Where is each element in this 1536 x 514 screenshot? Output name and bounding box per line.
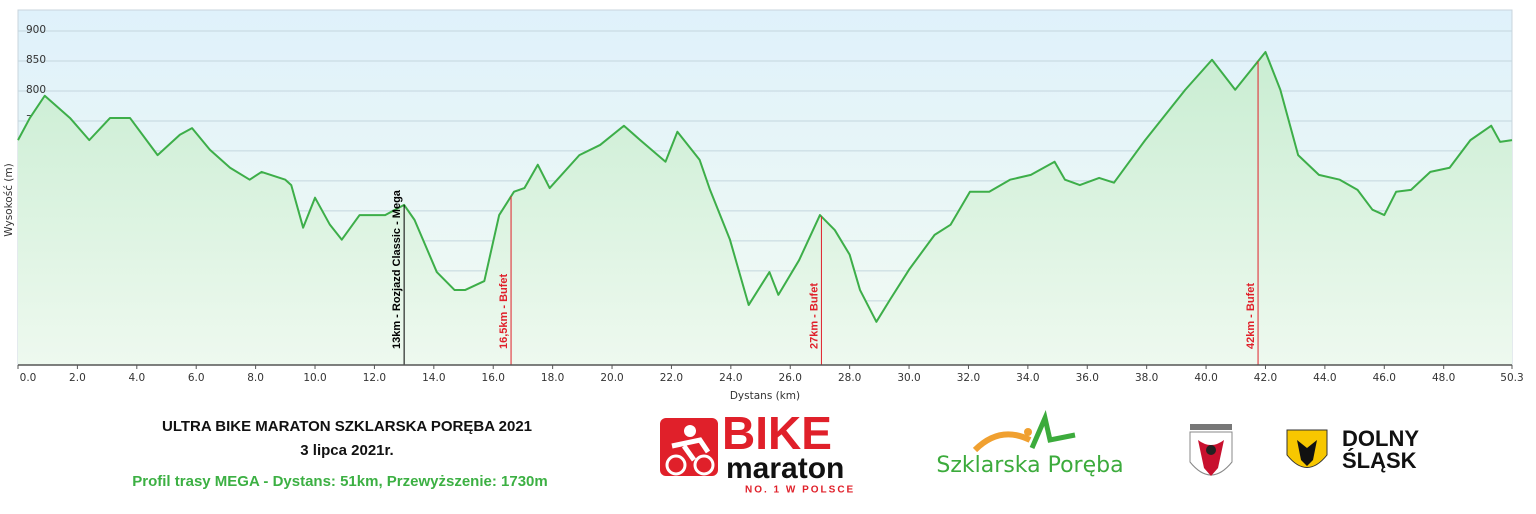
footer-profile: Profil trasy MEGA - Dystans: 51km, Przew… [132,473,547,490]
x-tick-label: 28.0 [838,372,861,384]
x-tick-label: 8.0 [247,372,264,384]
elevation-area [18,51,1512,366]
x-tick-label: 34.0 [1016,372,1039,384]
x-tick-label: 10.0 [303,372,326,384]
x-tick-label: 50.3 [1500,372,1523,384]
x-tick-label: 44.0 [1313,372,1336,384]
logo-motto: NO. 1 W POLSCE [745,485,855,496]
elevation-line [17,50,1513,323]
szklarska-logo: Szklarska Poręba [936,409,1124,478]
x-tick-label: 38.0 [1135,372,1158,384]
logo-maraton: maraton [726,452,844,485]
x-axis-label: Dystans (km) [730,390,800,402]
annotation-label: 42km - Bufet [1245,283,1257,349]
x-tick-label: 0.0 [20,372,37,384]
bike-maraton-logo: BIKE maraton NO. 1 W POLSCE [660,407,855,496]
y-tick-label: 800 [26,84,46,96]
x-tick-label: 2.0 [69,372,86,384]
x-tick-label: 14.0 [422,372,445,384]
x-tick-label: 18.0 [541,372,564,384]
footer-title: ULTRA BIKE MARATON SZKLARSKA PORĘBA 2021 [162,418,532,435]
x-tick-label: 36.0 [1076,372,1099,384]
x-tick-label: 30.0 [897,372,920,384]
annotation-label: 16,5km - Bufet [498,273,510,349]
dolny-slask-logo: DOLNY ŚLĄSK [1286,426,1419,473]
x-tick-label: 22.0 [660,372,683,384]
x-tick-label: 12.0 [363,372,386,384]
x-tick-label: 48.0 [1432,372,1455,384]
y-tick-label: 850 [26,54,46,66]
coat-of-arms [1189,424,1233,476]
annotation-label: 27km - Bufet [808,283,820,349]
y-tick-label: 900 [26,24,46,36]
x-tick-label: 20.0 [600,372,623,384]
y-axis-label: Wysokość (m) [3,163,15,236]
annotation-label: 13km - Rozjazd Classic - Mega [391,189,403,349]
logo-region-1: DOLNY [1342,426,1419,451]
x-tick-label: 16.0 [482,372,505,384]
x-tick-label: 32.0 [957,372,980,384]
x-tick-label: 6.0 [188,372,205,384]
x-tick-label: 26.0 [779,372,802,384]
x-tick-label: 4.0 [128,372,145,384]
logo-town: Szklarska Poręba [936,453,1123,478]
x-tick-label: 24.0 [719,372,742,384]
logo-bike: BIKE [722,407,832,459]
x-tick-label: 40.0 [1194,372,1217,384]
x-tick-label: 46.0 [1373,372,1396,384]
logo-region-2: ŚLĄSK [1342,448,1417,473]
x-tick-label: 42.0 [1254,372,1277,384]
footer-date: 3 lipca 2021r. [300,442,393,459]
